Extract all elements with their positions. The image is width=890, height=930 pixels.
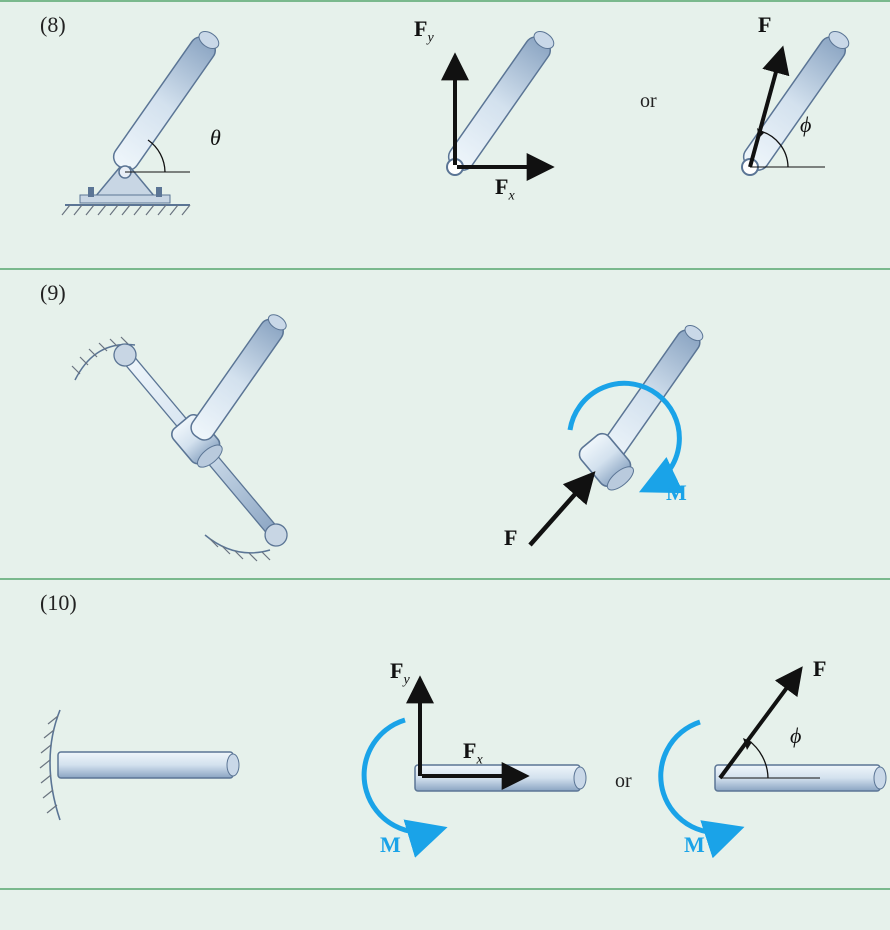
Fx-label: Fx xyxy=(463,738,483,768)
Fy-main: F xyxy=(390,658,403,683)
Fx-label: Fx xyxy=(495,174,515,204)
Fy-sub: y xyxy=(427,30,433,45)
Fy-label: Fy xyxy=(390,658,410,688)
M-label: M xyxy=(380,832,401,858)
F-label: F xyxy=(758,12,771,38)
F-label: F xyxy=(813,656,826,682)
F-label: F xyxy=(504,525,517,551)
theta-label: θ xyxy=(210,125,221,151)
row-8: (8) xyxy=(0,0,890,270)
row-9: (9) xyxy=(0,270,890,580)
phi-label: ϕ xyxy=(800,112,811,138)
Fx-sub: x xyxy=(476,752,482,767)
row-8-figure xyxy=(0,2,890,272)
page-root: (8) xyxy=(0,0,890,890)
row-9-figure xyxy=(0,270,890,580)
Fx-sub: x xyxy=(508,188,514,203)
or-text: or xyxy=(640,90,657,113)
M-label: M xyxy=(666,480,687,506)
Fy-label: Fy xyxy=(414,16,434,46)
phi-label: ϕ xyxy=(790,723,801,749)
row-10-figure xyxy=(0,580,890,890)
or-text: or xyxy=(615,770,632,793)
Fy-main: F xyxy=(414,16,427,41)
row-10: (10) xyxy=(0,580,890,890)
Fx-main: F xyxy=(495,174,508,199)
Fy-sub: y xyxy=(403,672,409,687)
Fx-main: F xyxy=(463,738,476,763)
M2-label: M xyxy=(684,832,705,858)
